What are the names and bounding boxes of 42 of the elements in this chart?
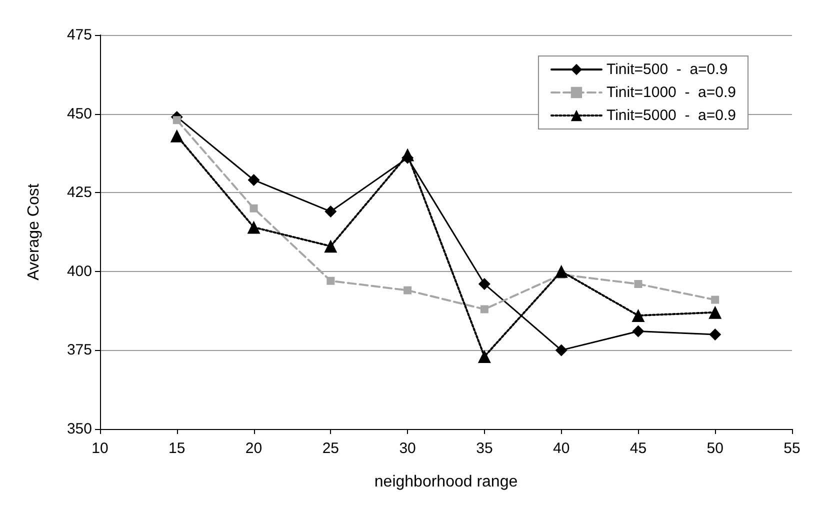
point [170, 129, 184, 142]
y-tick-label: 350 [66, 420, 92, 438]
point [478, 350, 491, 364]
point [708, 306, 722, 319]
point [172, 116, 181, 124]
x-tick-label: 40 [552, 440, 570, 457]
x-tick-label: 55 [784, 440, 800, 457]
y-tick-label: 375 [66, 342, 92, 359]
legend-label: Tinit=5000 - a=0.9 [606, 107, 736, 124]
y-tick-label: 400 [66, 262, 92, 280]
point [250, 204, 258, 212]
point [478, 278, 490, 290]
x-tick-label: 15 [168, 440, 186, 457]
point [709, 328, 722, 340]
y-tick-label: 450 [66, 105, 92, 122]
point [632, 325, 644, 338]
x-tick-label: 10 [92, 440, 108, 457]
x-tick-label: 25 [322, 440, 340, 457]
legend-label: Tinit=1000 - a=0.9 [606, 84, 736, 101]
point [404, 286, 412, 294]
point [711, 296, 720, 304]
point [632, 309, 645, 322]
x-tick-label: 50 [706, 440, 724, 457]
x-tick-label: 20 [245, 440, 262, 457]
point [324, 240, 338, 253]
point [248, 174, 260, 186]
x-tick-label: 45 [630, 440, 647, 457]
y-tick-label: 475 [66, 26, 92, 44]
point [634, 280, 642, 288]
y-tick-label: 425 [66, 184, 92, 202]
legend-label: Tinit=500 - a=0.9 [606, 61, 728, 78]
point [324, 206, 337, 218]
y-axis-title: Average Cost [26, 183, 42, 280]
x-axis-title: neighborhood range [374, 474, 518, 490]
point [480, 305, 488, 314]
x-tick-label: 30 [399, 440, 416, 457]
point [401, 148, 414, 162]
point [326, 276, 335, 285]
point [247, 220, 260, 234]
point [554, 264, 568, 278]
point [555, 344, 568, 356]
x-tick-label: 35 [476, 440, 493, 457]
